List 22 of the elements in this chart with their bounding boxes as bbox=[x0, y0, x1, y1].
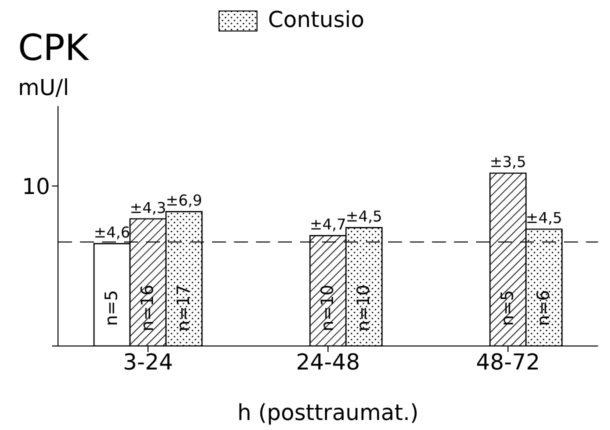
annotation: n=10 bbox=[318, 284, 338, 332]
y-axis-title: mU/l bbox=[18, 76, 70, 101]
annotation: ±3,5 bbox=[490, 153, 526, 172]
annotation: n=5 bbox=[498, 290, 518, 326]
x-axis-title: h (posttraumat.) bbox=[237, 401, 419, 426]
x-tick-label: 3-24 bbox=[123, 350, 173, 376]
annotation: ±4,5 bbox=[346, 208, 382, 226]
text: Contusio bbox=[268, 8, 364, 33]
annotation: n=17 bbox=[174, 284, 194, 332]
annotation: n=16 bbox=[138, 284, 158, 332]
annotation: ±4,3 bbox=[130, 198, 166, 217]
annotation: n=6 bbox=[534, 290, 554, 326]
annotation: ±6,9 bbox=[166, 192, 202, 210]
annotation: ±4,5 bbox=[526, 209, 562, 228]
chart-title: CPK bbox=[18, 28, 88, 69]
x-tick-label: 24-48 bbox=[296, 350, 360, 376]
annotation: ±4,7 bbox=[310, 216, 346, 234]
x-tick-label: 48-72 bbox=[476, 350, 540, 376]
annotation: ±4,6 bbox=[94, 224, 130, 242]
annotation: n=10 bbox=[354, 284, 374, 332]
annotation: n=5 bbox=[102, 290, 122, 326]
y-tick-label: 10 bbox=[22, 174, 50, 200]
